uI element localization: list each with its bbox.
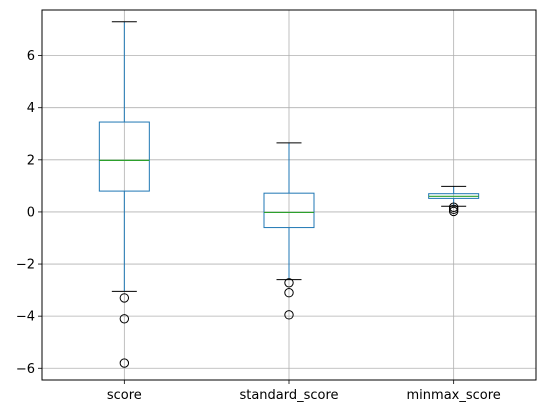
y-tick-label: 2 [27, 153, 35, 168]
iqr-box [263, 192, 315, 229]
outlier-point [119, 314, 130, 324]
box-minmax_score [428, 185, 480, 217]
y-tick-label: 6 [27, 49, 35, 64]
outlier-point [448, 206, 459, 217]
x-tick-label: minmax_score [407, 388, 501, 403]
grid-lines [42, 10, 536, 380]
axis-ticks: −6 −4 −2 0 2 4 6 score standard_score minmax_scor… [16, 49, 501, 403]
box-standard_score [263, 142, 315, 320]
y-tick-label: 4 [27, 101, 35, 116]
y-tick-label: −6 [16, 362, 35, 377]
x-tick-label: score [107, 388, 142, 403]
boxes [98, 21, 480, 368]
outlier-point [119, 293, 130, 303]
iqr-box [98, 121, 150, 192]
y-tick-label: 0 [27, 205, 35, 220]
outlier-point [284, 310, 294, 320]
outlier-point [119, 358, 130, 368]
x-tick-label: standard_score [239, 388, 338, 403]
box-score [98, 21, 150, 368]
y-tick-label: −2 [16, 258, 35, 273]
outlier-point [284, 278, 294, 288]
outlier-point [284, 288, 294, 298]
y-tick-label: −4 [16, 310, 35, 325]
